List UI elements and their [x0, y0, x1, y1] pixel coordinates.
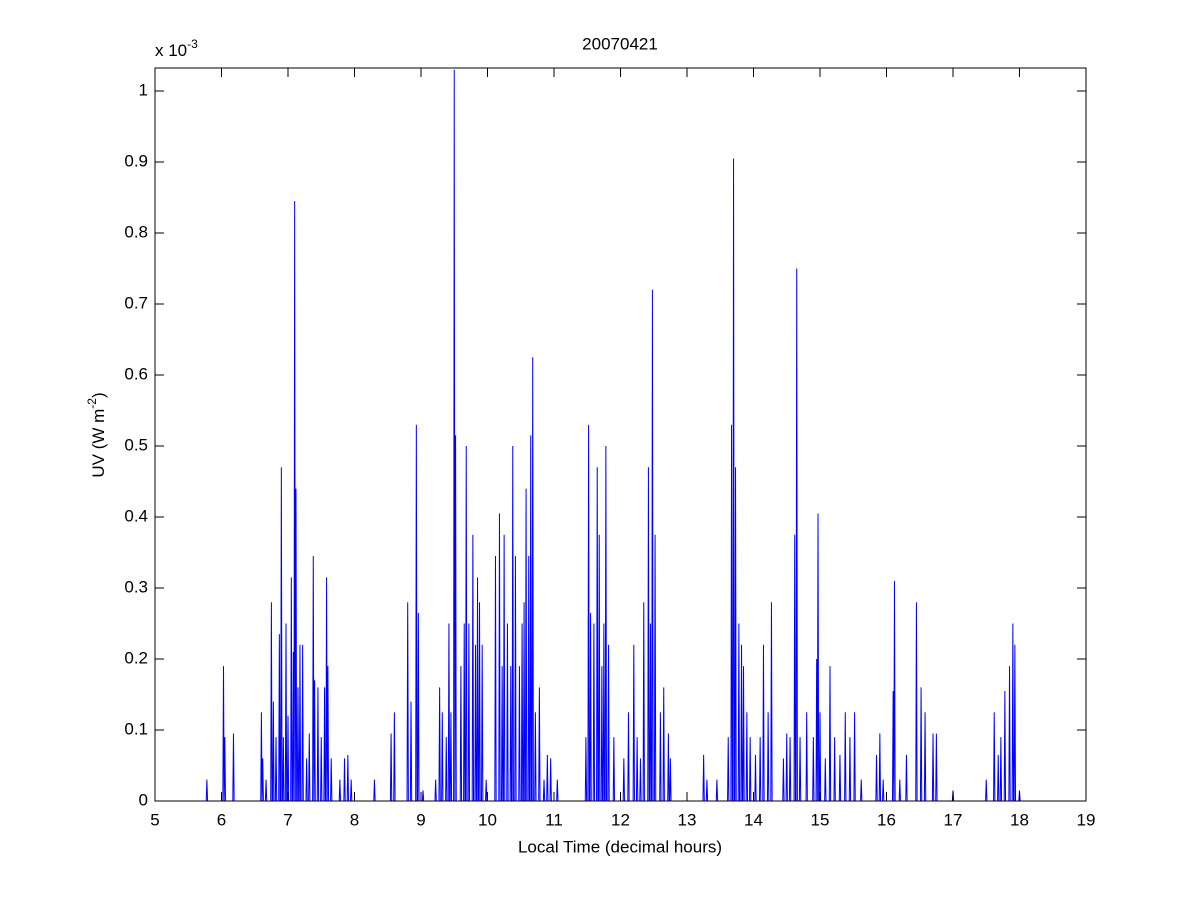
x-tick-label: 11: [545, 810, 563, 829]
y-multiplier-exponent: -3: [187, 37, 198, 51]
y-axis-label-text: UV (W m: [89, 409, 108, 478]
x-tick-label: 19: [1077, 810, 1096, 829]
x-tick-label: 16: [877, 810, 896, 829]
x-axis-label: Local Time (decimal hours): [518, 837, 722, 856]
x-tick-label: 14: [744, 810, 763, 829]
x-tick-label: 6: [217, 810, 226, 829]
y-tick-label: 0.9: [124, 151, 148, 170]
y-tick-label: 0.2: [124, 648, 148, 667]
x-tick-label: 10: [478, 810, 497, 829]
y-tick-label: 0.4: [124, 506, 148, 525]
y-tick-label: 0.7: [124, 293, 148, 312]
plot-area: [155, 68, 1086, 801]
y-multiplier: x 10-3: [155, 37, 198, 60]
y-axis-label-superscript: -2: [85, 398, 99, 409]
x-tick-label: 18: [1010, 810, 1029, 829]
x-tick-label: 13: [678, 810, 697, 829]
x-tick-label: 17: [944, 810, 963, 829]
x-tick-label: 5: [150, 810, 159, 829]
chart-title: 20070421: [582, 34, 658, 53]
x-tick-label: 12: [611, 810, 630, 829]
y-axis-label: UV (W m-2): [85, 392, 108, 477]
y-tick-label: 0.3: [124, 577, 148, 596]
y-tick-label: 0.8: [124, 222, 148, 241]
y-tick-label: 0: [139, 790, 148, 809]
x-tick-label: 7: [283, 810, 292, 829]
x-tick-label: 8: [350, 810, 359, 829]
y-tick-label: 0.6: [124, 364, 148, 383]
x-tick-label: 15: [811, 810, 830, 829]
x-tick-label: 9: [416, 810, 425, 829]
y-axis-label-closing: ): [89, 392, 108, 398]
y-multiplier-text: x 10: [155, 41, 187, 60]
y-tick-label: 0.5: [124, 435, 148, 454]
y-tick-label: 0.1: [124, 719, 148, 738]
y-tick-label: 1: [139, 80, 148, 99]
